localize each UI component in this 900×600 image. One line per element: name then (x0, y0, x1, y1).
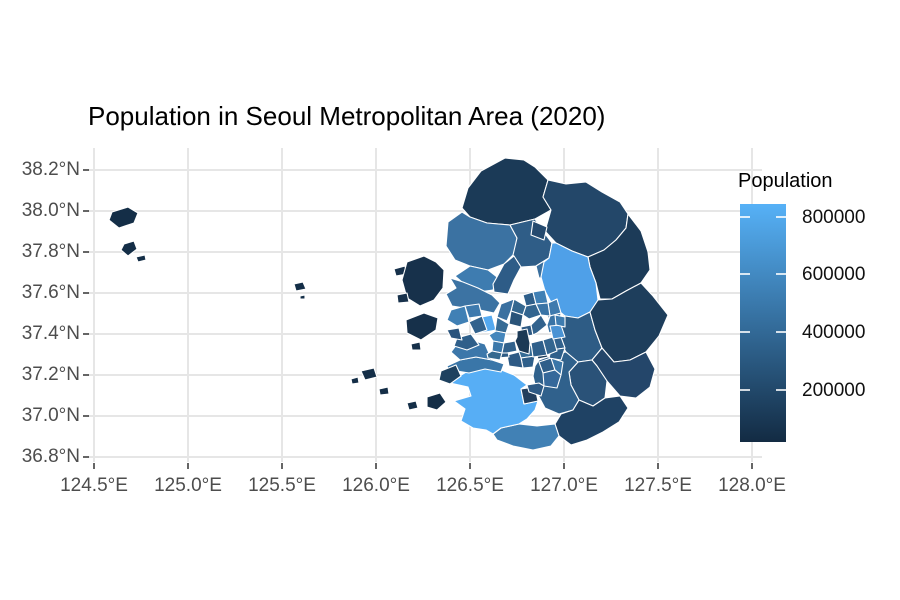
map-region (454, 265, 498, 293)
map-region (406, 400, 419, 411)
map-region (446, 327, 463, 341)
y-axis-tick-label: 37.0°N (21, 405, 80, 426)
map-region (486, 350, 503, 361)
map-region (468, 315, 488, 335)
map-region (522, 303, 542, 320)
legend-title: Population (738, 170, 833, 192)
y-axis-tick-label: 38.2°N (21, 159, 80, 180)
x-axis-tick-label: 128.0°E (718, 475, 786, 496)
map-region (461, 157, 552, 226)
map-region (542, 336, 558, 356)
map-region (120, 240, 138, 257)
map-region (449, 366, 539, 435)
x-axis-tick-label: 124.5°E (60, 475, 128, 496)
x-axis-tick-label: 125.5°E (248, 475, 316, 496)
map-region (530, 220, 548, 241)
x-axis-tick-label: 127.0°E (530, 475, 598, 496)
legend-tick-mark (776, 331, 786, 333)
panel-gridlines (88, 148, 762, 462)
legend-tick-mark (740, 216, 750, 218)
legend-tick-mark (776, 273, 786, 275)
legend-tick-mark (740, 389, 750, 391)
y-axis-tick-label: 37.6°N (21, 282, 80, 303)
map-region (526, 382, 545, 397)
map-region (401, 255, 445, 307)
y-axis-tick-label: 37.4°N (21, 323, 80, 344)
map-region (360, 367, 378, 381)
choropleth-regions (108, 157, 669, 451)
map-region (299, 294, 306, 300)
legend-tick-label: 800000 (802, 207, 866, 228)
map-region (405, 312, 439, 341)
map-region (492, 423, 560, 451)
map-region (532, 289, 549, 305)
legend-tick-label: 600000 (802, 264, 866, 285)
map-region (530, 314, 548, 336)
map-region (293, 281, 307, 292)
map-region (350, 376, 360, 385)
legend-tick-label: 200000 (802, 380, 866, 401)
x-axis-tick-label: 127.5°E (624, 475, 692, 496)
legend-tick-mark (740, 331, 750, 333)
map-region (396, 292, 410, 304)
legend-tick-mark (776, 216, 786, 218)
map-region (438, 364, 462, 385)
map-region (135, 254, 147, 263)
legend-tick-mark (776, 389, 786, 391)
map-region (488, 330, 507, 344)
x-axis-tick-label: 126.5°E (436, 475, 504, 496)
x-axis-tick-label: 125.0°E (154, 475, 222, 496)
y-axis-tick-label: 37.8°N (21, 241, 80, 262)
map-region (542, 369, 562, 389)
y-axis-tick-label: 38.0°N (21, 200, 80, 221)
map-region (410, 341, 422, 351)
map-region (496, 298, 515, 322)
map-region (554, 314, 566, 328)
y-axis-tick-label: 36.8°N (21, 446, 80, 467)
legend-tick-label: 400000 (802, 322, 866, 343)
axis-tick-marks (83, 169, 753, 469)
map-region (506, 351, 524, 369)
map-region (589, 282, 669, 363)
map-region (492, 255, 522, 295)
page-title: Population in Seoul Metropolitan Area (2… (88, 101, 606, 132)
map-region (108, 206, 139, 229)
y-axis-tick-label: 37.2°N (21, 364, 80, 385)
x-axis-tick-label: 126.0°E (342, 475, 410, 496)
map-region (501, 340, 518, 354)
map-region (446, 305, 470, 327)
map-region (378, 386, 390, 396)
map-region (587, 213, 651, 300)
legend: Population 800000 600000 400000 200000 (738, 168, 898, 458)
legend-tick-mark (740, 273, 750, 275)
legend-gradient-bar (740, 204, 786, 442)
map-region (514, 328, 531, 355)
map-region (426, 392, 447, 411)
